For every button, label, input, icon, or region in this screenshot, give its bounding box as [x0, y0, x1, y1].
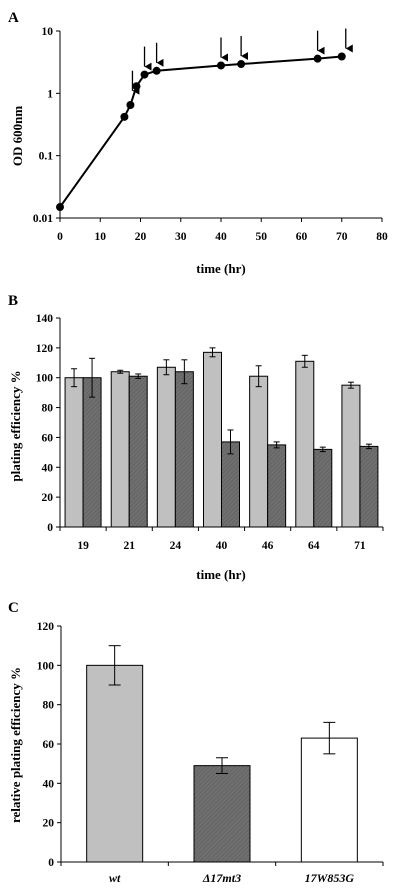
- panel-a-x-tick-label: 70: [336, 231, 348, 243]
- panel-b-bar: [359, 445, 379, 528]
- panel-c-y-tick-label: 0: [48, 857, 54, 869]
- panel-b-bar: [110, 371, 130, 528]
- panel-a-x-tick-label: 0: [57, 231, 63, 243]
- panel-c-chart: C 0 20 40 60 80 100 120 wt Δ17mt3 17W853G relativ…: [8, 600, 384, 885]
- panel-a-arrows: [131, 28, 353, 95]
- panel-b-y-tick-label: 80: [42, 403, 54, 415]
- panel-a-series-line: [59, 55, 342, 208]
- panel-c-bar: [86, 664, 144, 863]
- panel-a-data-point: [126, 100, 135, 109]
- panel-a-data-point: [132, 82, 141, 91]
- panel-b-y-tick-label: 40: [42, 462, 54, 474]
- panel-b-chart: B 0 20 40 60 80 100 120 140 19 21 24 40 46 64 71 time …: [8, 293, 384, 582]
- panel-c-bar: [193, 765, 251, 863]
- panel-b-x-tick-label: 46: [262, 540, 274, 552]
- panel-b-x-tick-label: 40: [216, 540, 228, 552]
- panel-a-tick-labels: 0.01 0.1 1 10 0 10 20 30 40 50 60 70 80: [33, 26, 388, 243]
- panel-b-bar: [249, 375, 269, 528]
- panel-c-bars: [86, 645, 358, 863]
- panel-a-data-point: [140, 70, 149, 79]
- panel-b-bar: [174, 371, 194, 528]
- panel-c-y-tick-label: 100: [37, 660, 55, 672]
- panel-a-data-point: [237, 60, 246, 69]
- panel-b-y-tick-label: 0: [47, 522, 53, 534]
- panel-a-series: [56, 52, 346, 212]
- panel-b-letter: B: [8, 293, 18, 309]
- panel-b-tick-labels: 0 20 40 60 80 100 120 140 19 21 24 40 46 64 71: [36, 313, 366, 552]
- panel-a-x-axis-label: time (hr): [196, 261, 245, 276]
- panel-c-y-tick-label: 60: [43, 739, 55, 751]
- panel-a-y-tick-label: 10: [42, 26, 54, 38]
- panel-a-x-tick-label: 60: [296, 231, 308, 243]
- panel-c-y-axis-label: relative plating efficiency %: [8, 667, 23, 823]
- panel-c-y-tick-label: 120: [37, 621, 55, 633]
- panel-b-x-tick-label: 19: [77, 540, 89, 552]
- panel-b-x-tick-label: 71: [354, 540, 366, 552]
- panel-a-x-tick-label: 30: [175, 231, 187, 243]
- panel-a-x-tick-label: 10: [95, 231, 107, 243]
- panel-b-bar: [128, 375, 148, 528]
- panel-a-data-point: [152, 66, 161, 75]
- panel-c-y-tick-label: 40: [43, 778, 55, 790]
- panel-a-y-tick-label: 0.1: [39, 151, 54, 163]
- panel-a-data-point: [313, 54, 322, 63]
- panel-b-y-tick-label: 20: [42, 492, 54, 504]
- panel-c-y-tick-label: 20: [43, 818, 55, 830]
- panel-a-letter: A: [8, 10, 19, 26]
- panel-c-letter: C: [8, 600, 19, 616]
- panel-b-x-tick-label: 64: [308, 540, 320, 552]
- panel-b-bar: [82, 377, 102, 528]
- panel-b-y-tick-label: 60: [42, 432, 54, 444]
- panel-a-x-tick-label: 20: [135, 231, 147, 243]
- panel-b-y-tick-label: 120: [36, 343, 54, 355]
- panel-c-x-tick-label: wt: [109, 871, 121, 885]
- panel-b-bar: [203, 351, 222, 528]
- panel-b-y-tick-label: 100: [36, 373, 54, 385]
- panel-a-data-point: [56, 203, 64, 212]
- panel-c-bar: [300, 737, 358, 863]
- panel-a-axes: [56, 30, 383, 222]
- panel-c-x-tick-label: 17W853G: [305, 871, 355, 885]
- panel-b-bar: [295, 360, 315, 528]
- panel-b-bar: [341, 384, 361, 528]
- panel-a-y-tick-label: 0.01: [33, 213, 53, 225]
- panel-a-x-tick-label: 50: [256, 231, 268, 243]
- panel-a-data-point: [217, 61, 225, 70]
- panel-b-bar: [64, 377, 84, 528]
- panel-a-data-point: [120, 112, 129, 121]
- panel-a-y-axis-label: OD 600nm: [10, 106, 25, 166]
- panel-b-bar: [267, 444, 287, 528]
- panel-b-bar: [156, 366, 176, 528]
- panel-c-x-tick-label: Δ17mt3: [202, 871, 241, 885]
- panel-b-bar: [313, 448, 333, 528]
- panel-a-x-tick-label: 40: [215, 231, 227, 243]
- panel-a-x-tick-label: 80: [376, 231, 388, 243]
- panel-c-y-tick-label: 80: [43, 700, 55, 712]
- panel-b-x-tick-label: 24: [170, 540, 182, 552]
- panel-b-x-tick-label: 21: [123, 540, 135, 552]
- panel-b-x-axis-label: time (hr): [196, 567, 245, 582]
- panel-b-y-tick-label: 140: [36, 313, 54, 325]
- panel-a-y-tick-label: 1: [47, 88, 53, 100]
- panel-b-y-axis-label: plating efficiency %: [8, 370, 23, 481]
- panel-b-bars: [64, 347, 379, 528]
- panel-b-bar: [221, 441, 240, 528]
- panel-c-tick-labels: 0 20 40 60 80 100 120 wt Δ17mt3 17W853G: [37, 621, 355, 885]
- panel-a-data-point: [337, 52, 346, 61]
